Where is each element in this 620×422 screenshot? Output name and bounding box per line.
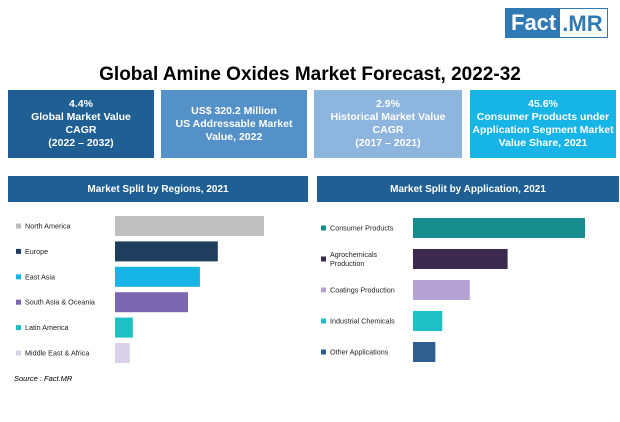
- bar: [115, 266, 200, 287]
- category-label: Agrochemicals Production: [330, 250, 378, 268]
- kpi-label-line1: US Addressable Market: [175, 117, 293, 130]
- bar: [115, 343, 130, 363]
- regions-bar-chart: North America Europe East Asia South Asia &…: [16, 216, 264, 363]
- kpi-card-addressable-market: US$ 320.2 Million US Addressable Market …: [161, 90, 307, 158]
- bar: [115, 292, 189, 313]
- legend-swatch: [16, 350, 21, 356]
- kpi-value: 2.9%: [376, 98, 400, 110]
- category-label: Latin America: [25, 323, 69, 332]
- kpi-value: 4.4%: [69, 98, 93, 110]
- kpi-card-consumer-share: 45.6% Consumer Products under Applicatio…: [470, 90, 616, 158]
- legend-swatch: [16, 223, 21, 229]
- source-note: Source : Fact.MR: [14, 374, 73, 383]
- bar: [413, 280, 470, 300]
- bar: [413, 342, 436, 362]
- kpi-label-line1: Global Market Value: [31, 111, 131, 123]
- bar: [413, 249, 508, 269]
- kpi-label-line3: (2017 – 2021): [355, 137, 421, 149]
- page-title: Global Amine Oxides Market Forecast, 202…: [99, 64, 521, 85]
- kpi-label-line2: Application Segment Market: [472, 124, 614, 136]
- category-label: Europe: [25, 247, 48, 256]
- bar: [115, 241, 218, 262]
- kpi-label-line1: Historical Market Value: [330, 111, 446, 123]
- kpi-label-line2: CAGR: [372, 124, 404, 136]
- kpi-value: 45.6%: [528, 98, 558, 110]
- logo-mr-text: .MR: [560, 8, 608, 38]
- legend-swatch: [321, 287, 326, 293]
- legend-swatch: [321, 256, 326, 262]
- kpi-card-market-cagr: 4.4% Global Market Value CAGR (2022 – 20…: [8, 90, 154, 158]
- kpi-value: US$ 320.2 Million: [191, 104, 277, 117]
- legend-swatch: [16, 248, 21, 254]
- legend-swatch: [321, 318, 326, 324]
- category-label: South Asia & Oceania: [25, 298, 95, 307]
- kpi-card-historical-cagr: 2.9% Historical Market Value CAGR (2017 …: [314, 90, 462, 158]
- kpi-label-line2: CAGR: [65, 124, 97, 136]
- category-label: Middle East & Africa: [25, 349, 89, 358]
- bar: [115, 317, 133, 338]
- kpi-label-line1: Consumer Products under: [476, 111, 610, 123]
- regions-chart-title: Market Split by Regions, 2021: [8, 176, 308, 202]
- application-bar-chart: Consumer Products Agrochemicals Production…: [321, 218, 585, 362]
- bar: [413, 311, 443, 331]
- kpi-label-line2: Value, 2022: [205, 130, 263, 143]
- fact-mr-logo: Fact .MR: [505, 8, 608, 38]
- kpi-label-line3: Value Share, 2021: [498, 137, 588, 149]
- category-label: Other Applications: [330, 348, 389, 357]
- category-label: East Asia: [25, 272, 55, 281]
- legend-swatch: [16, 299, 21, 305]
- logo-fact-text: Fact: [505, 8, 561, 38]
- category-label: Consumer Products: [330, 224, 394, 233]
- category-label: North America: [25, 222, 71, 231]
- legend-swatch: [321, 225, 326, 231]
- category-label: Industrial Chemicals: [330, 317, 395, 326]
- bar: [413, 218, 585, 238]
- legend-swatch: [16, 325, 21, 331]
- kpi-label-line3: (2022 – 2032): [48, 137, 114, 149]
- legend-swatch: [16, 274, 21, 280]
- category-label: Coatings Production: [330, 286, 395, 295]
- legend-swatch: [321, 349, 326, 355]
- bar: [115, 216, 264, 236]
- application-chart-title: Market Split by Application, 2021: [317, 176, 619, 202]
